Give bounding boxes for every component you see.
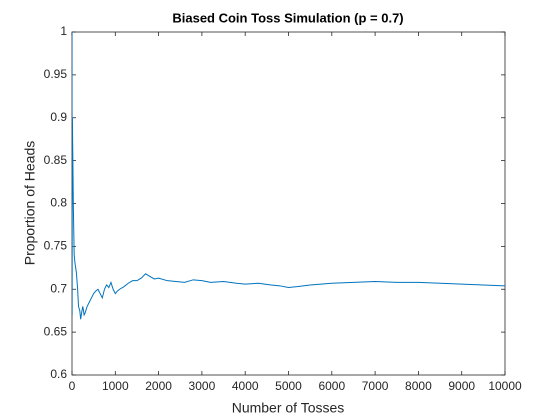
y-tick-label: 0.65	[44, 324, 68, 338]
x-tick-label: 10000	[488, 379, 522, 393]
y-tick-label: 0.95	[44, 67, 68, 81]
x-tick-label: 7000	[362, 379, 389, 393]
x-tick-label: 6000	[318, 379, 345, 393]
x-tick-label: 2000	[145, 379, 172, 393]
y-tick-label: 1	[60, 24, 67, 38]
y-tick-label: 0.75	[44, 239, 68, 253]
x-tick-label: 1000	[102, 379, 129, 393]
x-axis-label: Number of Tosses	[232, 400, 345, 416]
y-axis-label: Proportion of Heads	[22, 141, 38, 266]
y-tick-label: 0.85	[44, 153, 68, 167]
y-tick-label: 0.7	[50, 281, 67, 295]
x-tick-label: 3000	[189, 379, 216, 393]
x-tick-label: 4000	[232, 379, 259, 393]
chart-title: Biased Coin Toss Simulation (p = 0.7)	[172, 10, 403, 25]
data-line	[72, 32, 505, 320]
y-tick-label: 0.8	[50, 196, 67, 210]
x-tick-label: 9000	[448, 379, 475, 393]
y-tick-label: 0.9	[50, 110, 67, 124]
y-tick-label: 0.6	[50, 367, 67, 381]
x-tick-label: 8000	[405, 379, 432, 393]
axes-box	[71, 31, 506, 376]
x-tick-label: 5000	[275, 379, 302, 393]
x-tick-label: 0	[69, 379, 76, 393]
